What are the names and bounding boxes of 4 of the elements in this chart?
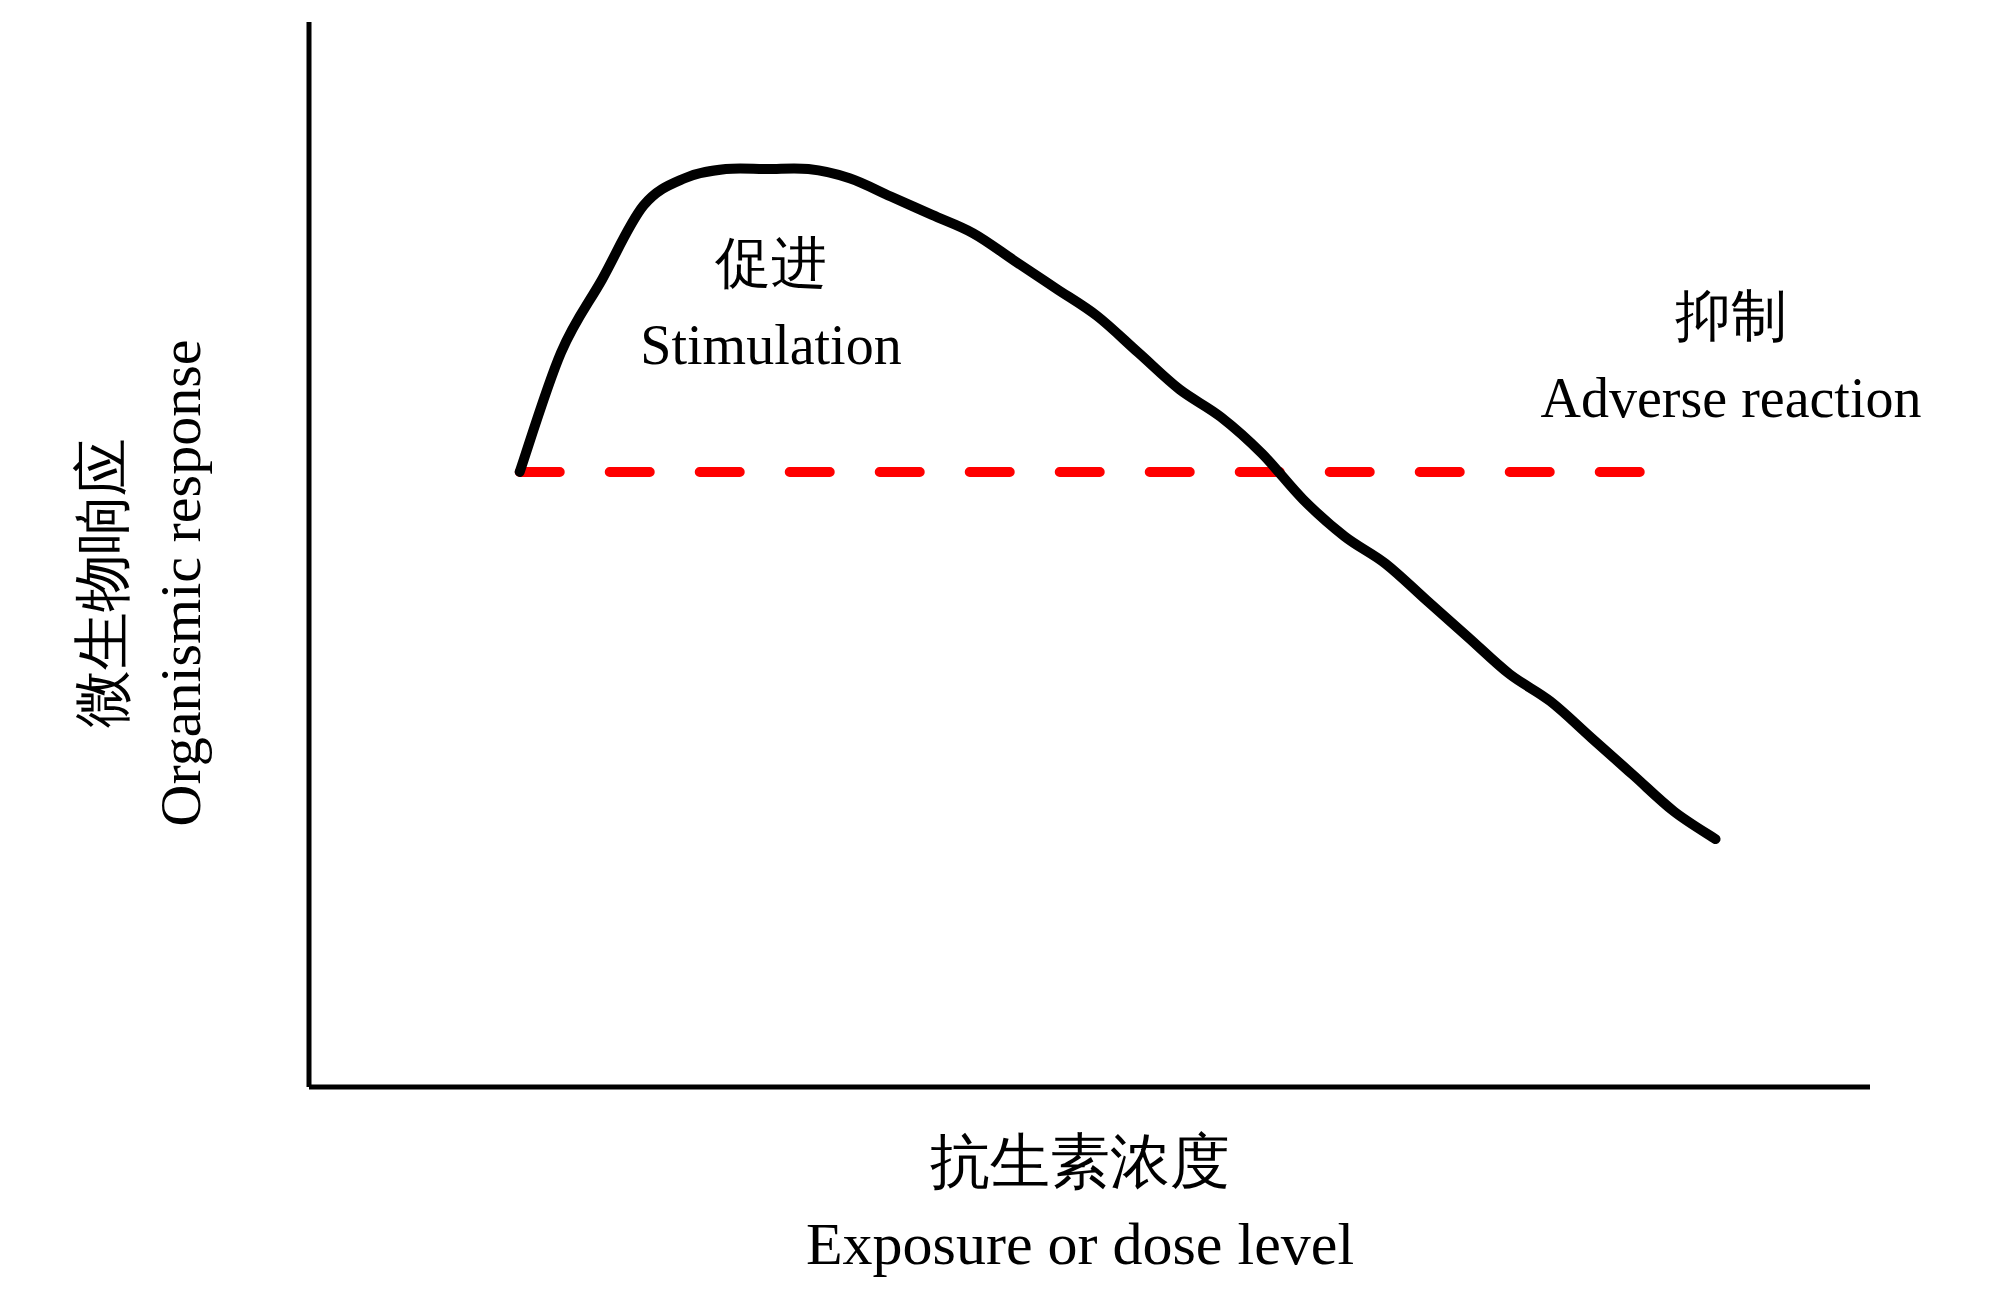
annotation: 促进 Stimulation [640, 232, 902, 376]
annotation: 抑制 Adverse reaction [1540, 285, 1922, 429]
x-axis-title: 抗生素浓度 Exposure or dose level [805, 1129, 1355, 1277]
y-axis-title: 微生物响应 Organismic response [70, 339, 213, 827]
